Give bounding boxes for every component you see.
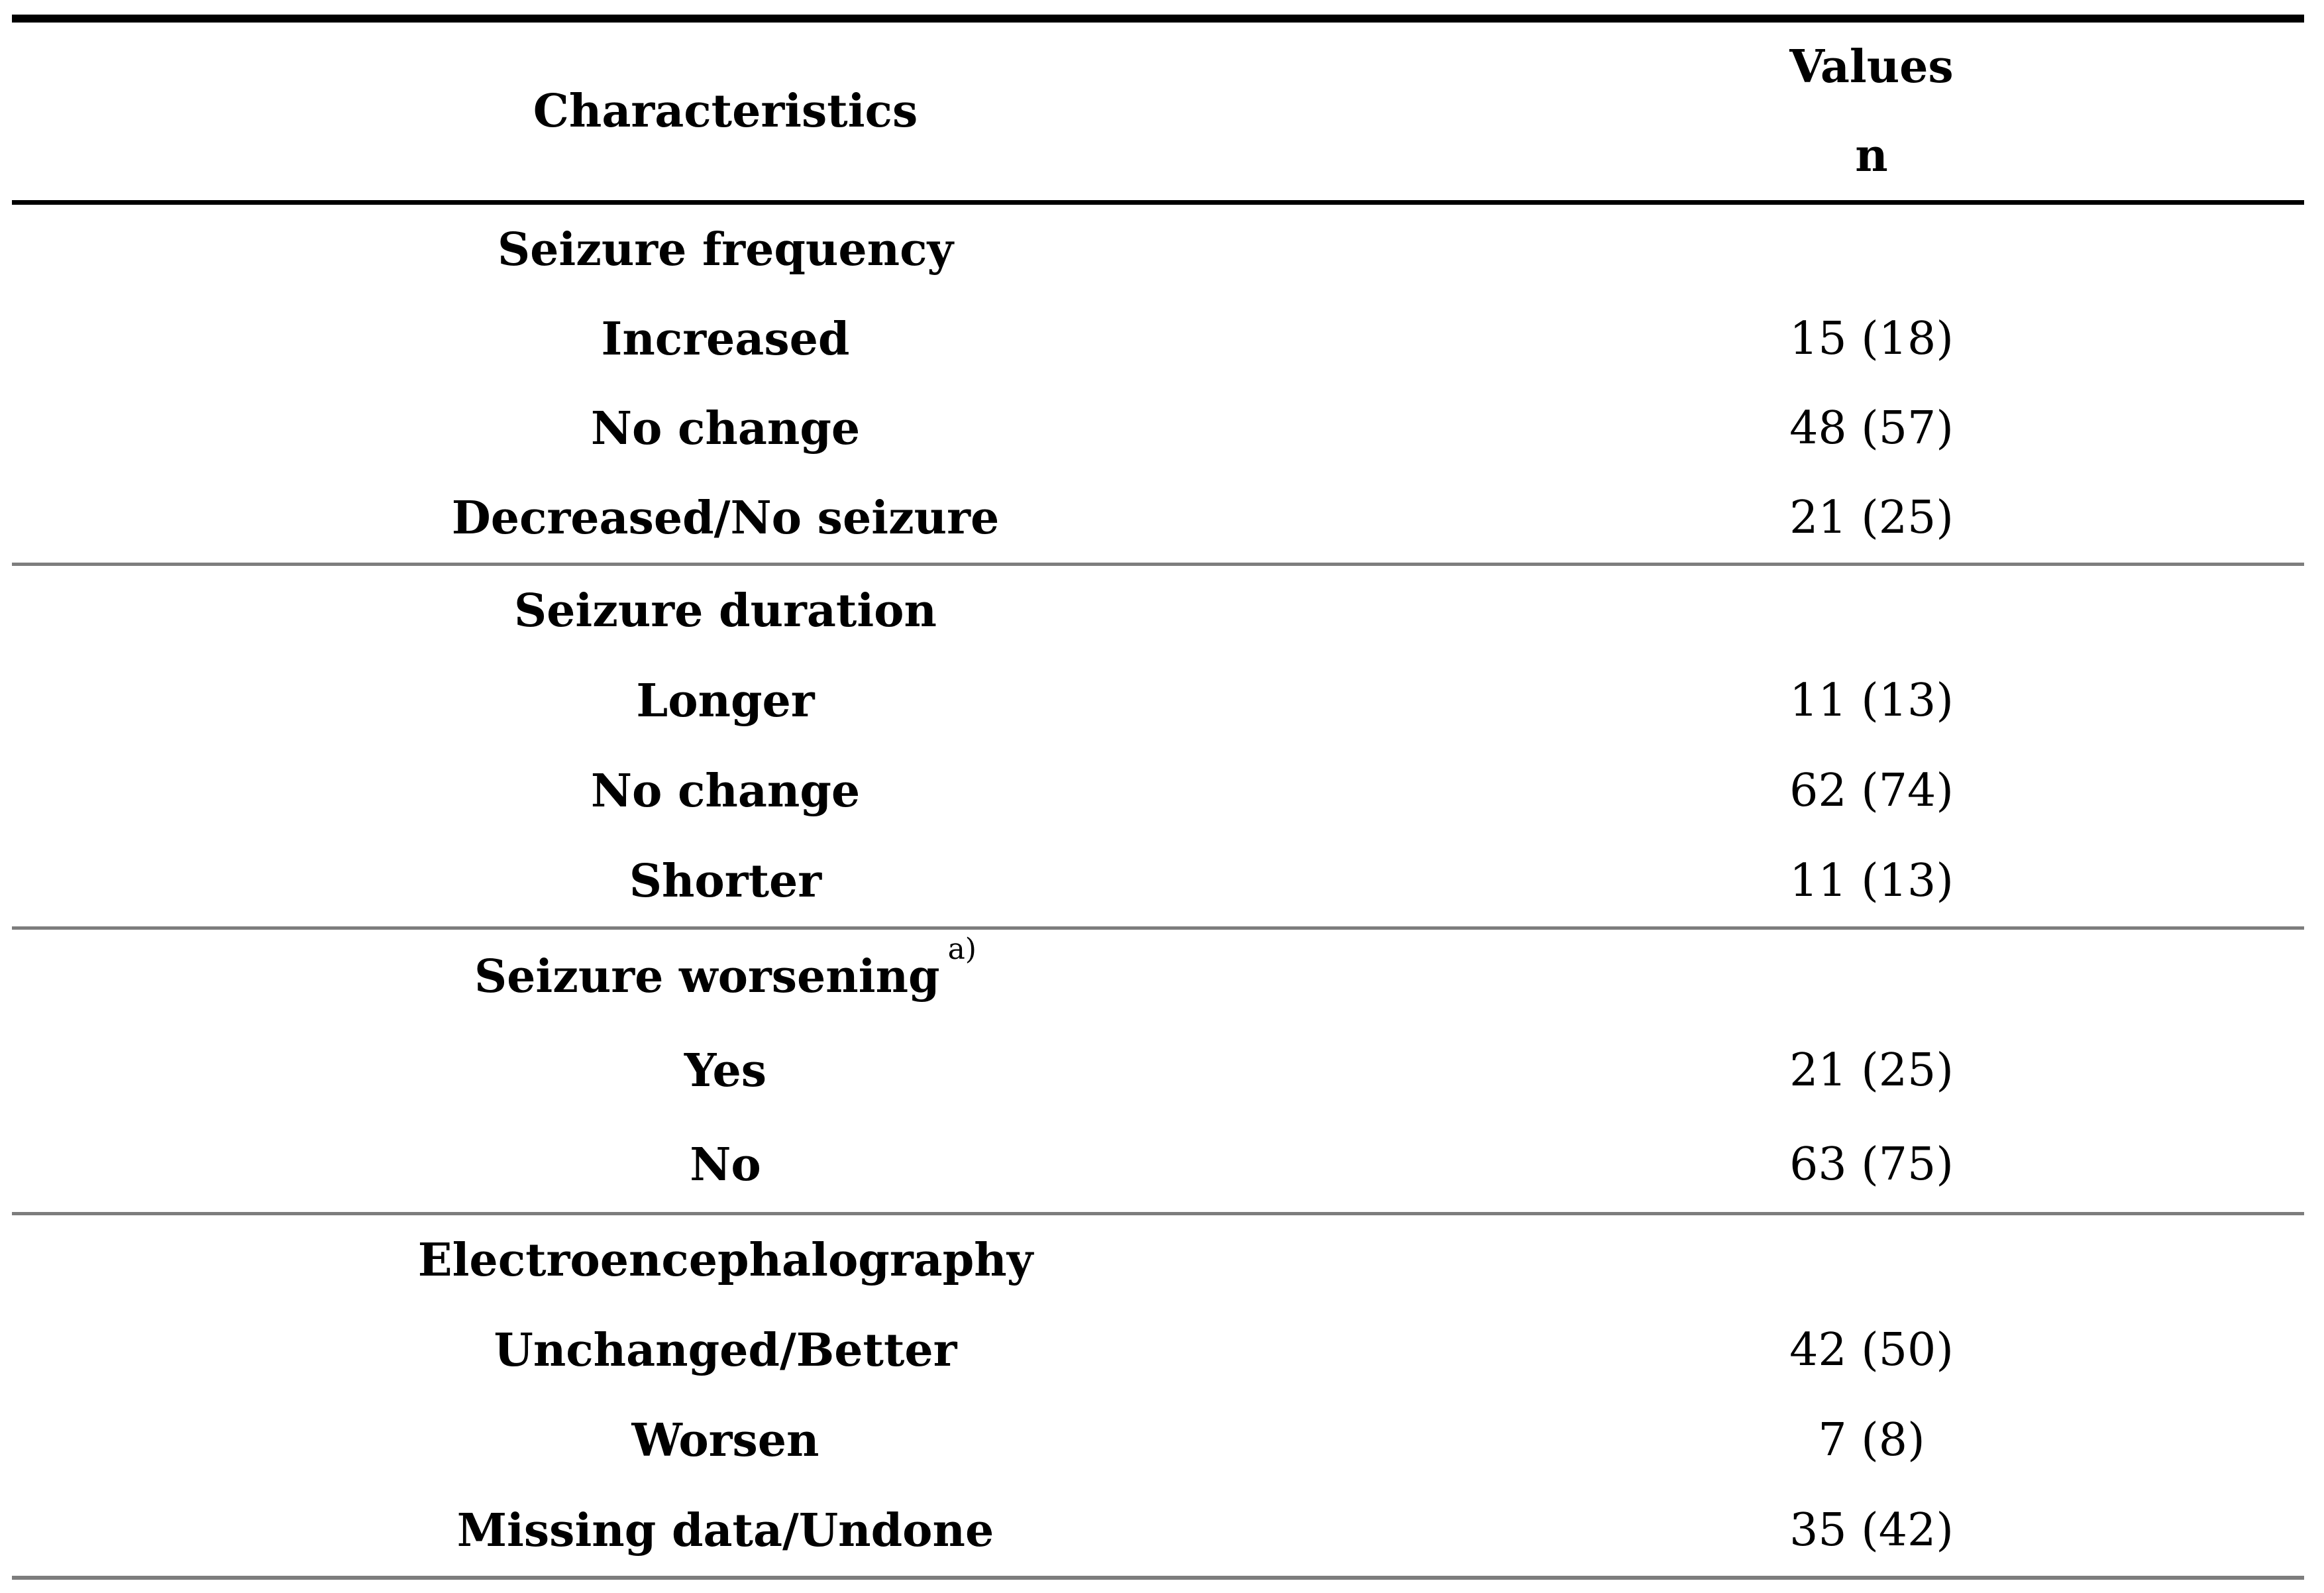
- table-row: Increased 15 (18): [12, 294, 2304, 384]
- row-label: Shorter: [629, 855, 822, 908]
- table-header-row: Characteristics Values n: [12, 23, 2304, 200]
- table-row: No change 62 (74): [12, 746, 2304, 836]
- section-divider-rule: [12, 926, 2304, 930]
- table-row: Unchanged/Better 42 (50): [12, 1305, 2304, 1396]
- row-label: Worsen: [631, 1414, 819, 1467]
- row-value: 63 (75): [1789, 1138, 1954, 1191]
- row-label: No: [690, 1138, 761, 1191]
- header-bottom-rule: [12, 200, 2304, 205]
- row-value: 7 (8): [1818, 1414, 1925, 1466]
- table-bottom-rule: [12, 1576, 2304, 1580]
- row-label: Decreased/No seizure: [451, 491, 1000, 545]
- row-value: 48 (57): [1789, 402, 1954, 455]
- section-electroencephalography: Electroencephalography Unchanged/Better …: [12, 1215, 2304, 1576]
- header-cell-characteristics: Characteristics: [12, 23, 1439, 200]
- table-row: Yes 21 (25): [12, 1024, 2304, 1118]
- row-value: 11 (13): [1789, 855, 1954, 907]
- row-value: 11 (13): [1789, 675, 1954, 727]
- values-header-label: Values: [1789, 40, 1954, 93]
- section-seizure-worsening: Seizure worseninga) Yes 21 (25) No 63 (7…: [12, 930, 2304, 1212]
- footnote-marker: a): [947, 932, 977, 967]
- n-header-label: n: [1855, 129, 1888, 182]
- section-title: Seizure worseninga): [474, 932, 977, 1003]
- section-title-row: Seizure duration: [12, 566, 2304, 656]
- row-value: 21 (25): [1789, 491, 1954, 544]
- row-label: Unchanged/Better: [494, 1324, 957, 1377]
- table-row: No 63 (75): [12, 1118, 2304, 1212]
- section-title-row: Seizure worseninga): [12, 930, 2304, 1024]
- section-divider-rule: [12, 1212, 2304, 1215]
- row-value: 21 (25): [1789, 1044, 1954, 1097]
- row-label: Longer: [636, 675, 815, 728]
- table-row: Worsen 7 (8): [12, 1396, 2304, 1486]
- characteristics-table: Characteristics Values n Seizure frequen…: [12, 15, 2304, 1580]
- header-cell-values: Values n: [1439, 23, 2304, 200]
- section-divider-rule: [12, 563, 2304, 566]
- table-row: Longer 11 (13): [12, 656, 2304, 746]
- row-value: 62 (74): [1789, 765, 1954, 817]
- row-label: Missing data/Undone: [456, 1504, 994, 1557]
- table-row: No change 48 (57): [12, 384, 2304, 473]
- row-label: No change: [590, 765, 861, 818]
- row-label: No change: [590, 402, 861, 455]
- table-row: Decreased/No seizure 21 (25): [12, 473, 2304, 563]
- row-value: 35 (42): [1789, 1504, 1954, 1557]
- section-title: Seizure frequency: [498, 223, 953, 276]
- table-row: Shorter 11 (13): [12, 836, 2304, 926]
- row-label: Yes: [684, 1044, 767, 1097]
- section-title-row: Seizure frequency: [12, 205, 2304, 294]
- section-seizure-frequency: Seizure frequency Increased 15 (18) No c…: [12, 205, 2304, 563]
- row-value: 15 (18): [1789, 312, 1954, 365]
- table-top-rule: [12, 15, 2304, 23]
- row-value: 42 (50): [1789, 1324, 1954, 1376]
- section-title: Seizure duration: [514, 584, 937, 637]
- row-label: Increased: [601, 312, 850, 366]
- section-seizure-duration: Seizure duration Longer 11 (13) No chang…: [12, 566, 2304, 926]
- section-title-row: Electroencephalography: [12, 1215, 2304, 1305]
- table-row: Missing data/Undone 35 (42): [12, 1486, 2304, 1576]
- characteristics-header-label: Characteristics: [533, 85, 918, 138]
- section-title: Electroencephalography: [417, 1234, 1033, 1287]
